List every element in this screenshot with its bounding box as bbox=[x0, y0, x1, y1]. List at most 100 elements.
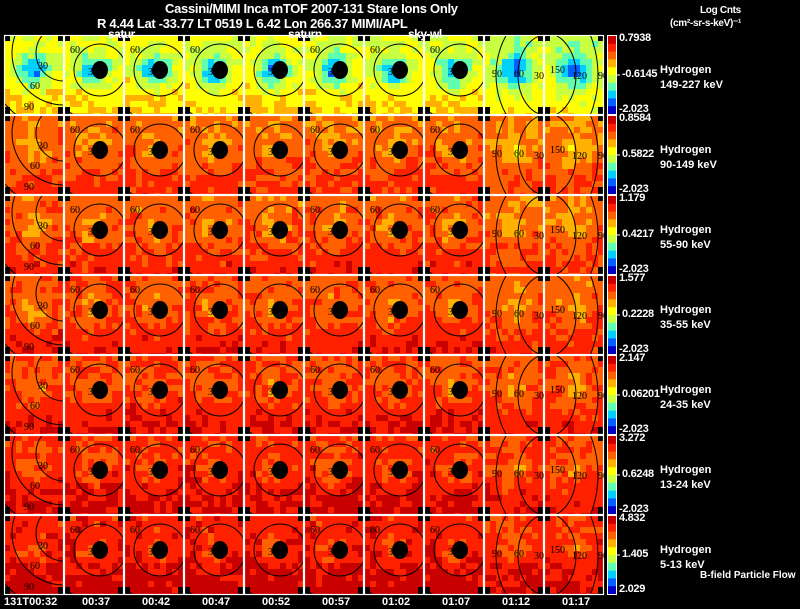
contour-label: 90 bbox=[24, 582, 34, 593]
saturn-marker bbox=[152, 301, 168, 319]
contour-line bbox=[193, 283, 243, 337]
channel-species: Hydrogen bbox=[660, 544, 712, 556]
colorbar-segment bbox=[608, 307, 616, 310]
image-panel bbox=[183, 114, 245, 196]
time-tick-label: 00:42 bbox=[142, 596, 171, 608]
panel-border bbox=[303, 514, 365, 596]
colorbar-units-title: Log Cnts bbox=[700, 5, 741, 16]
panel-border bbox=[63, 274, 125, 356]
contour-label: 30 bbox=[148, 467, 158, 478]
colorbar-segment bbox=[608, 531, 616, 535]
colorbar-segment bbox=[608, 309, 616, 312]
colorbar-segment bbox=[608, 365, 616, 369]
panel-border bbox=[183, 34, 245, 116]
colorbar-segment bbox=[608, 393, 616, 396]
image-panel bbox=[423, 34, 485, 116]
panel-border bbox=[543, 114, 605, 196]
contour-label: 30 bbox=[534, 231, 544, 242]
contour-line bbox=[133, 523, 183, 577]
contour-label: 30 bbox=[148, 227, 158, 238]
contour-label: 60 bbox=[130, 365, 140, 376]
contour-label: 60 bbox=[370, 525, 380, 536]
colorbar-max-label: 3.272 bbox=[619, 432, 646, 444]
colorbar-segment bbox=[608, 129, 616, 133]
contour-label: 120 bbox=[572, 71, 587, 82]
saturn-marker bbox=[92, 61, 108, 79]
colorbar-segment bbox=[608, 106, 616, 109]
channel-energy: 90-149 keV bbox=[660, 159, 717, 171]
panel-border bbox=[243, 194, 305, 276]
colorbar-segment bbox=[608, 461, 616, 464]
colorbar-segment bbox=[608, 262, 616, 265]
contour-label: 90 bbox=[598, 471, 608, 482]
colorbar-min-label: -2.023 bbox=[619, 503, 649, 515]
contour-label: 90 bbox=[598, 311, 608, 322]
contour-line bbox=[73, 443, 123, 497]
colorbar-segment bbox=[608, 213, 616, 216]
contour-line bbox=[495, 276, 507, 354]
colorbar-segment bbox=[608, 203, 616, 207]
colorbar-segment bbox=[608, 258, 616, 261]
colorbar-segment bbox=[608, 373, 616, 376]
contour-label: 60 bbox=[70, 125, 80, 136]
colorbar-segment bbox=[608, 535, 616, 538]
channel-species: Hydrogen bbox=[660, 384, 712, 396]
contour-line bbox=[313, 43, 363, 97]
contour-label: 30 bbox=[328, 227, 338, 238]
saturn-marker bbox=[212, 541, 228, 559]
channel-energy: 149-227 keV bbox=[660, 79, 723, 91]
saturn-marker bbox=[392, 381, 408, 399]
image-panel bbox=[303, 194, 365, 276]
contour-label: 30 bbox=[328, 307, 338, 318]
contour-line bbox=[193, 123, 243, 177]
contour-line bbox=[373, 363, 423, 417]
colorbar-segment bbox=[608, 86, 616, 90]
colorbar-units: (cm²-sr-s-keV)⁻¹ bbox=[670, 18, 742, 29]
colorbar-segment bbox=[608, 555, 616, 558]
contour-line bbox=[313, 123, 363, 177]
panel-border bbox=[3, 354, 65, 436]
contour-label: 30 bbox=[534, 71, 544, 82]
panel-border bbox=[63, 434, 125, 516]
contour-line bbox=[590, 36, 599, 114]
contour-label: 150 bbox=[550, 385, 565, 396]
colorbar-segment bbox=[608, 139, 616, 142]
image-panel bbox=[123, 354, 185, 436]
contour-line bbox=[253, 43, 303, 97]
contour-label: 60 bbox=[130, 285, 140, 296]
contour-line bbox=[433, 203, 483, 257]
colorbar-segment bbox=[608, 547, 616, 550]
contour-line bbox=[495, 436, 507, 514]
colorbar-segment bbox=[608, 281, 616, 285]
colorbar-segment bbox=[608, 256, 616, 259]
colorbar-segment bbox=[608, 96, 616, 99]
panel-border bbox=[243, 34, 305, 116]
panel-border bbox=[483, 354, 545, 436]
contour-line bbox=[373, 283, 423, 337]
colorbar-segment bbox=[608, 529, 616, 533]
panel-border bbox=[303, 354, 365, 436]
colorbar-segment bbox=[608, 322, 616, 326]
contour-label: 30 bbox=[448, 547, 458, 558]
contour-label: 60 bbox=[430, 125, 440, 136]
colorbar-segment bbox=[608, 564, 616, 568]
colorbar-segment bbox=[608, 246, 616, 250]
contour-label: 30 bbox=[448, 387, 458, 398]
panel-border bbox=[483, 274, 545, 356]
contour-line bbox=[556, 436, 577, 514]
saturn-marker bbox=[332, 301, 348, 319]
panel-border bbox=[63, 194, 125, 276]
contour-label: 30 bbox=[38, 541, 48, 552]
image-panel bbox=[423, 434, 485, 516]
colorbar-segment bbox=[608, 217, 616, 220]
contour-line bbox=[313, 203, 363, 257]
colorbar bbox=[607, 195, 620, 275]
channel-energy: 13-24 keV bbox=[660, 479, 711, 491]
contour-label: 30 bbox=[148, 387, 158, 398]
contour-label: 90 bbox=[492, 389, 502, 400]
image-panel bbox=[63, 274, 125, 356]
colorbar-segment bbox=[608, 478, 616, 482]
colorbar-segment bbox=[608, 285, 616, 289]
colorbar-segment bbox=[608, 61, 616, 64]
colorbar-segment bbox=[608, 471, 616, 474]
